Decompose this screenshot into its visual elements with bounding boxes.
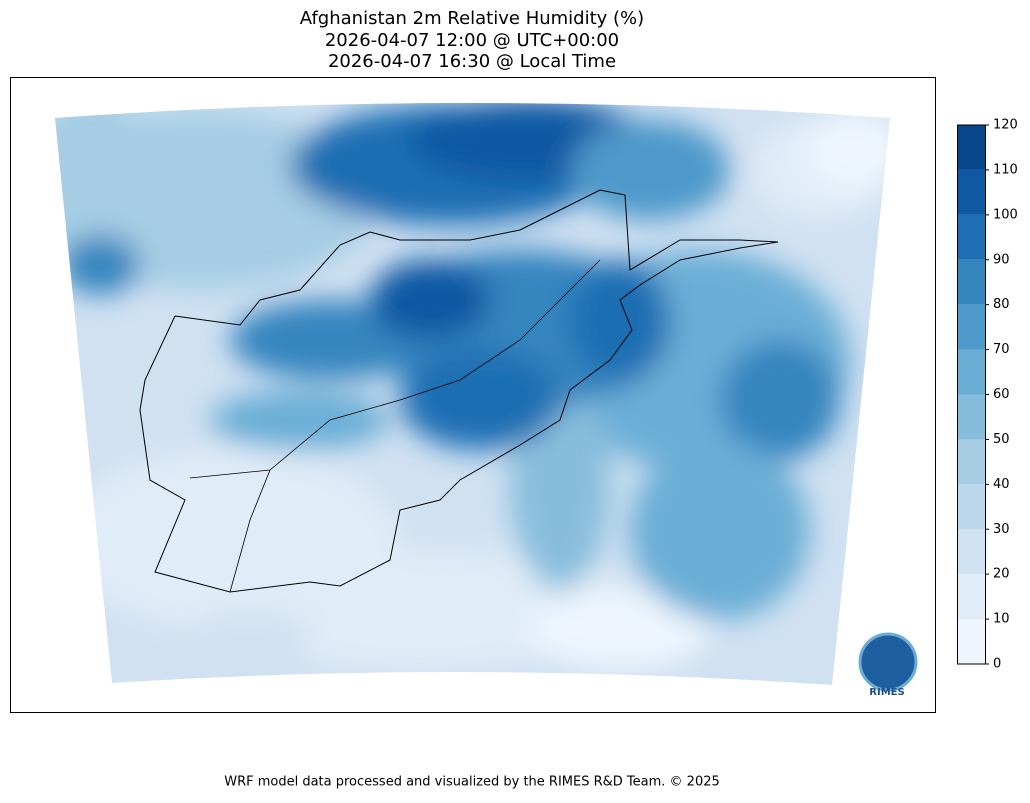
colorbar-segment bbox=[957, 619, 985, 664]
footer: WRF model data processed and visualized … bbox=[224, 775, 720, 790]
humidity-blob bbox=[400, 350, 560, 450]
country-border bbox=[139, 189, 779, 593]
colorbar-tick-label: 30 bbox=[993, 522, 1010, 537]
province-border bbox=[229, 469, 271, 593]
colorbar-segment bbox=[957, 484, 985, 530]
colorbar-tick-label: 40 bbox=[993, 477, 1010, 492]
subtitle: 2026-04-07 12:00 @ UTC+00:00 bbox=[325, 30, 619, 51]
colorbar-segment bbox=[957, 574, 985, 620]
colorbar-segment bbox=[957, 214, 985, 260]
colorbar-segment bbox=[957, 304, 985, 350]
humidity-blob bbox=[370, 260, 490, 340]
colorbar-tick-label: 120 bbox=[993, 118, 1018, 133]
humidity-blob bbox=[210, 390, 390, 450]
colorbar-tick-label: 20 bbox=[993, 567, 1010, 582]
colorbar: 0 10 20 30 40 50 60 70 80 90 100 110 120 bbox=[957, 118, 1018, 672]
colorbar-segment bbox=[957, 125, 985, 170]
humidity-blob bbox=[55, 103, 150, 250]
map-frame bbox=[10, 77, 936, 713]
colorbar-segment bbox=[957, 259, 985, 305]
province-border bbox=[189, 259, 601, 479]
humidity-blob bbox=[530, 590, 710, 670]
humidity-blob bbox=[720, 340, 840, 460]
field-blobs bbox=[55, 103, 890, 670]
colorbar-tick-label: 10 bbox=[993, 612, 1010, 627]
logo: RIMES bbox=[858, 632, 918, 698]
humidity-blob bbox=[805, 110, 890, 190]
subtitle: 2026-04-07 16:30 @ Local Time bbox=[328, 51, 616, 72]
colorbar-segment bbox=[957, 529, 985, 575]
colorbar-tick-label: 80 bbox=[993, 297, 1010, 312]
colorbar-segment bbox=[957, 394, 985, 440]
colorbar-tick-label: 70 bbox=[993, 342, 1010, 357]
colorbar-tick-label: 100 bbox=[993, 207, 1018, 222]
humidity-field bbox=[55, 103, 890, 685]
colorbar-tick-label: 50 bbox=[993, 432, 1010, 447]
colorbar-tick-label: 110 bbox=[993, 162, 1018, 177]
humidity-blob bbox=[190, 610, 310, 670]
title: Afghanistan 2m Relative Humidity (%) bbox=[300, 8, 644, 29]
humidity-blob bbox=[570, 120, 730, 220]
humidity-blob bbox=[630, 440, 810, 620]
logo-text: RIMES bbox=[869, 687, 904, 698]
colorbar-tick-label: 90 bbox=[993, 252, 1010, 267]
logo-emblem bbox=[858, 632, 918, 692]
humidity-blob bbox=[60, 235, 140, 295]
colorbar-tick-label: 0 bbox=[993, 657, 1001, 672]
colorbar-segment bbox=[957, 439, 985, 485]
colorbar-tick-label: 60 bbox=[993, 387, 1010, 402]
colorbar-segment bbox=[957, 349, 985, 395]
colorbar-segment bbox=[957, 169, 985, 215]
humidity-blob bbox=[570, 260, 670, 380]
